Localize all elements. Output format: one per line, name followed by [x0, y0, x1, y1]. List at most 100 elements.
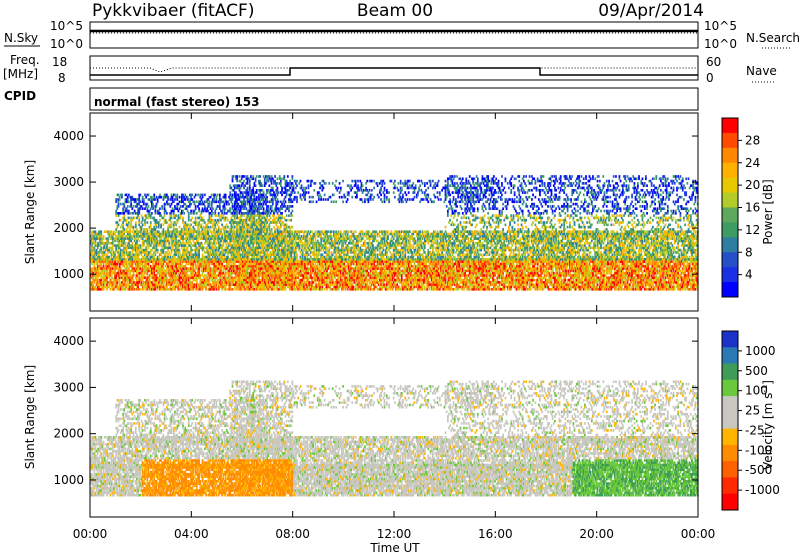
power-cell: [93, 281, 95, 284]
power-cell: [113, 283, 115, 286]
power-cell: [110, 272, 112, 275]
power-cell: [191, 281, 193, 284]
power-cell: [297, 267, 299, 270]
power-cell: [175, 272, 177, 275]
power-cell: [202, 288, 204, 291]
power-cell: [259, 270, 261, 273]
power-cell: [148, 263, 150, 266]
power-cell: [209, 279, 211, 282]
power-cell: [138, 270, 140, 273]
power-cell: [142, 286, 144, 289]
power-cell: [130, 281, 132, 284]
power-cell: [156, 281, 158, 284]
nsky-panel: [90, 22, 698, 48]
power-cell: [110, 288, 112, 291]
power-cell: [179, 279, 181, 282]
power-cell: [115, 276, 117, 279]
power-cell: [184, 265, 186, 268]
power-cell: [297, 270, 299, 273]
power-cell: [97, 279, 99, 282]
power-cell: [218, 288, 220, 291]
power-cell: [221, 265, 223, 268]
power-cell: [163, 265, 165, 268]
nsky-rtick-top: 10^5: [704, 19, 737, 33]
power-cell: [296, 281, 298, 284]
power-cell: [97, 276, 99, 279]
power-cell: [149, 276, 151, 279]
rti-plot: Pykkvibaer (fitACF) Beam 00 09/Apr/2014 …: [0, 0, 800, 554]
power-cell: [209, 281, 211, 284]
power-cell: [125, 288, 127, 291]
power-cell: [143, 288, 145, 291]
power-cell: [214, 272, 216, 275]
power-cell: [128, 283, 130, 286]
power-cell: [198, 272, 200, 275]
power-cell: [225, 274, 227, 277]
power-cell: [209, 263, 211, 266]
power-cell: [175, 283, 177, 286]
power-cell: [146, 288, 148, 291]
power-cell: [205, 265, 207, 268]
power-cell: [216, 286, 218, 289]
power-cell: [233, 288, 235, 291]
power-cell: [158, 281, 160, 284]
power-cell: [119, 276, 121, 279]
power-cell: [300, 270, 302, 273]
power-cell: [100, 274, 102, 277]
power-cell: [181, 270, 183, 273]
power-cell: [151, 272, 153, 275]
power-cell: [198, 270, 200, 273]
date-title: 09/Apr/2014: [598, 1, 704, 21]
power-cell: [285, 288, 287, 291]
power-cell: [166, 286, 168, 289]
power-cell: [98, 270, 100, 273]
power-cell: [178, 270, 180, 273]
power-cell: [174, 281, 176, 284]
power-cell: [270, 286, 272, 289]
power-cell: [199, 276, 201, 279]
power-cell: [204, 276, 206, 279]
power-cell: [146, 272, 148, 275]
power-cell: [137, 286, 139, 289]
power-cell: [113, 281, 115, 284]
power-cell: [175, 265, 177, 268]
power-cell: [225, 288, 227, 291]
power-cell: [192, 265, 194, 268]
power-cell: [265, 288, 267, 291]
power-cell: [286, 270, 288, 273]
power-cell: [136, 274, 138, 277]
power-cell: [216, 288, 218, 291]
power-cell: [173, 283, 175, 286]
power-cell: [221, 263, 223, 266]
power-cell: [173, 263, 175, 266]
power-cell: [192, 263, 194, 266]
power-cell: [123, 265, 125, 268]
power-cell: [194, 274, 196, 277]
power-panel: [90, 175, 699, 290]
power-cell: [256, 276, 258, 279]
power-cell: [108, 276, 110, 279]
power-cell: [213, 263, 215, 266]
power-cell: [210, 272, 212, 275]
nave-tick-top: 60: [706, 55, 721, 69]
power-cell: [157, 288, 159, 291]
power-cell: [98, 286, 100, 289]
power-cell: [228, 263, 230, 266]
power-cell: [178, 286, 180, 289]
power-cell: [111, 274, 113, 277]
power-cell: [196, 281, 198, 284]
power-cell: [128, 267, 130, 270]
power-cell: [234, 286, 236, 289]
freq-unit: [MHz]: [3, 67, 38, 81]
power-cell: [144, 276, 146, 279]
freq-tick-top: 18: [52, 55, 67, 69]
power-cell: [295, 288, 297, 291]
power-cell: [158, 283, 160, 286]
power-cell: [146, 274, 148, 277]
power-cell: [103, 263, 105, 266]
power-cell: [95, 286, 97, 289]
power-cell: [221, 288, 223, 291]
power-cell: [294, 272, 296, 275]
power-cell: [150, 274, 152, 277]
power-cell: [225, 270, 227, 273]
